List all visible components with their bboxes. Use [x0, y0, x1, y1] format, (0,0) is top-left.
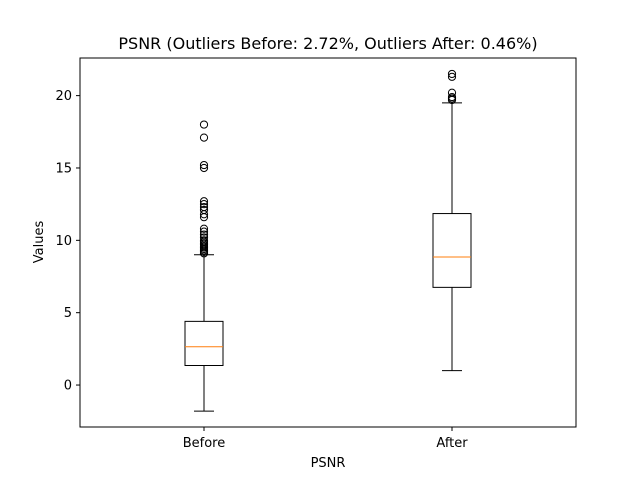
y-axis-label: Values: [32, 221, 47, 264]
outlier-point-before: [199, 236, 209, 245]
outlier-point-before: [199, 197, 209, 206]
outlier-point-after: [447, 92, 457, 102]
x-tick-label-before: Before: [183, 436, 226, 451]
outlier-point-before: [199, 202, 209, 212]
outlier-point-before: [199, 227, 209, 236]
outlier-point-after: [447, 72, 457, 81]
x-axis: Before After: [183, 427, 468, 451]
box-group-before: [184, 120, 224, 412]
y-tick-label: 0: [64, 379, 72, 394]
outlier-point-after: [447, 69, 457, 79]
outlier-point-before: [199, 205, 209, 215]
y-axis: 0 5 10 15 20: [55, 89, 80, 394]
iqr-box-before: [184, 320, 224, 367]
outlier-point-before: [199, 163, 209, 173]
box-group-after: [432, 69, 472, 372]
chart-title: PSNR (Outliers Before: 2.72%, Outliers A…: [118, 34, 537, 53]
plot-area: [184, 69, 472, 412]
outlier-point-before: [199, 200, 209, 209]
y-tick-label: 20: [55, 89, 72, 104]
x-axis-label: PSNR: [311, 456, 346, 471]
outlier-point-before: [199, 120, 209, 129]
y-tick-label: 5: [64, 306, 72, 321]
outlier-point-after: [447, 88, 457, 97]
outlier-point-before: [199, 224, 209, 233]
outlier-point-before: [199, 160, 209, 170]
outlier-point-before: [199, 233, 209, 242]
outlier-point-before: [199, 230, 209, 239]
y-tick-label: 15: [55, 161, 72, 176]
y-tick-label: 10: [55, 234, 72, 249]
outlier-point-before: [199, 133, 209, 142]
x-tick-label-after: After: [436, 436, 468, 451]
axes-frame: [79, 57, 577, 428]
iqr-box-after: [432, 213, 472, 288]
